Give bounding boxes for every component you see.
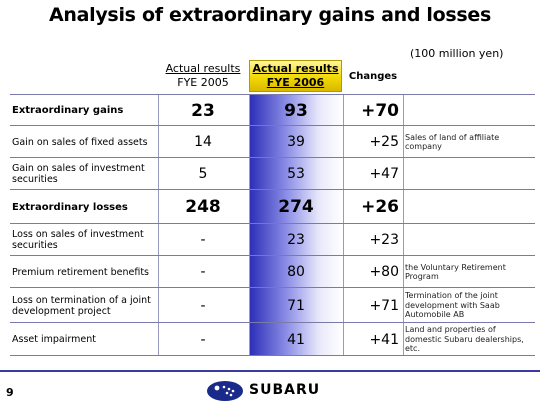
value-fye2005: - (200, 232, 206, 248)
table-row: Extraordinary losses 248 274 +26 (10, 189, 535, 223)
row-label: Gain on sales of fixed assets (12, 136, 148, 148)
value-fye2005: - (200, 297, 206, 314)
value-fye2005: 5 (198, 166, 208, 182)
value-change: +47 (369, 166, 399, 182)
value-fye2006: 53 (287, 166, 305, 182)
value-fye2005: 23 (191, 100, 215, 121)
value-change: +26 (361, 197, 399, 217)
row-label: Premium retirement benefits (12, 266, 150, 278)
value-fye2006: 23 (287, 232, 305, 248)
row-label: Asset impairment (12, 334, 96, 345)
row-note (405, 95, 530, 126)
row-note (405, 158, 530, 190)
value-change: +71 (369, 297, 399, 314)
value-change: +23 (369, 232, 399, 248)
header-fye2006-line2: FYE 2006 (266, 76, 325, 89)
table-row: Premium retirement benefits - 80 +80 the Vol… (10, 255, 535, 287)
table-bottom-rule (10, 355, 535, 356)
row-label: Extraordinary losses (12, 201, 128, 213)
value-fye2006: 41 (287, 331, 305, 348)
value-change: +41 (369, 331, 399, 348)
column-divider (343, 94, 344, 355)
value-fye2006: 93 (284, 100, 308, 121)
value-change: +70 (361, 100, 399, 121)
row-label: Loss on sales of investment securities (12, 229, 144, 251)
header-fye2005-line1: Actual results (165, 62, 241, 75)
table-row: Loss on sales of investment securities - 2… (10, 223, 535, 255)
row-label: Extraordinary gains (12, 105, 124, 116)
header-fye2006: Actual results FYE 2006 (249, 60, 342, 92)
column-divider (249, 94, 250, 355)
brand-name: SUBARU (249, 382, 321, 398)
row-note (405, 190, 530, 224)
value-fye2006: 274 (278, 197, 314, 217)
subaru-logo: SUBARU (205, 379, 335, 403)
table-row: Loss on termination of a joint developme… (10, 287, 535, 322)
row-note: Land and properties of domestic Subaru d… (405, 325, 524, 354)
value-fye2005: 14 (194, 134, 212, 150)
header-changes: Changes (348, 71, 398, 82)
header-fye2005-line2: FYE 2005 (177, 76, 229, 89)
table-row: Gain on sales of fixed assets 14 39 +25 Sale… (10, 125, 535, 157)
row-note: Sales of land of affiliate company (405, 132, 500, 152)
table-row: Asset impairment - 41 +41 Land and propertie… (10, 322, 535, 355)
row-note: Termination of the joint development wit… (405, 291, 500, 320)
value-change: +25 (369, 134, 399, 150)
value-fye2006: 39 (287, 134, 305, 150)
fye2006-column-highlight (250, 94, 342, 355)
table-row: Extraordinary gains 23 93 +70 (10, 94, 535, 125)
subaru-emblem-icon (207, 381, 243, 401)
header-fye2006-line1: Actual results (252, 62, 339, 75)
column-divider (158, 94, 159, 355)
page-title: Analysis of extraordinary gains and loss… (48, 4, 492, 26)
value-fye2006: 80 (287, 264, 305, 280)
column-divider (403, 94, 404, 355)
table-row: Gain on sales of investment securities 5 5… (10, 157, 535, 189)
header-fye2005: Actual results FYE 2005 (158, 58, 248, 98)
value-fye2005: 248 (185, 197, 221, 217)
value-fye2006: 71 (287, 297, 305, 314)
value-fye2005: - (200, 331, 206, 348)
row-note: the Voluntary Retirement Program (405, 262, 506, 282)
row-label: Loss on termination of a joint developme… (12, 294, 151, 317)
unit-label: (100 million yen) (410, 47, 504, 60)
value-change: +80 (369, 264, 399, 280)
page-number: 9 (6, 386, 14, 399)
footer-rule (0, 370, 540, 372)
value-fye2005: - (200, 264, 206, 280)
row-label: Gain on sales of investment securities (12, 163, 145, 185)
row-note (405, 224, 530, 256)
